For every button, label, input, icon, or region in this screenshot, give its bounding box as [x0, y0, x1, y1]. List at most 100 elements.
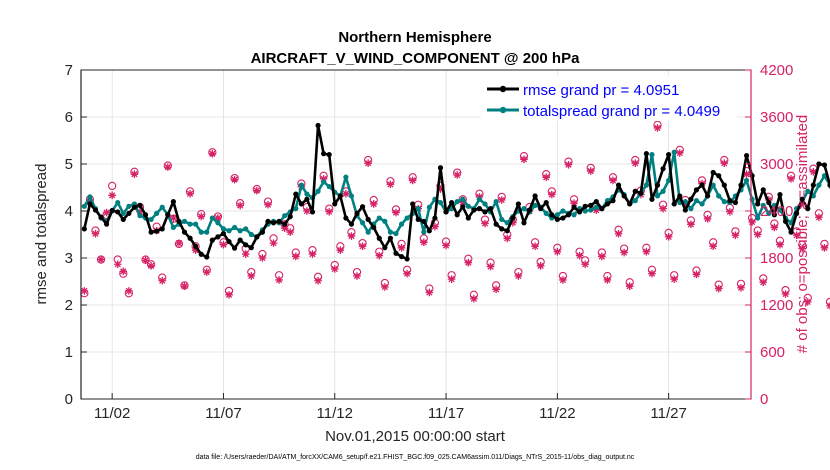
- rmse-point: [493, 221, 499, 227]
- assimilated-obs-marker: [214, 214, 222, 222]
- rmse-point: [154, 228, 160, 234]
- rmse-point: [387, 235, 394, 241]
- rmse-point: [716, 173, 722, 179]
- x-tick-label: 11/22: [539, 405, 575, 422]
- totalspread-point: [248, 231, 254, 238]
- rmse-point: [549, 212, 555, 218]
- assimilated-obs-marker: [381, 283, 389, 291]
- assimilated-obs-marker: [748, 218, 756, 226]
- assimilated-obs-marker: [308, 250, 317, 258]
- rmse-point: [365, 216, 371, 223]
- totalspread-point: [215, 220, 221, 226]
- assimilated-obs-marker: [553, 247, 562, 256]
- rmse-point: [204, 254, 210, 260]
- assimilated-obs-marker: [620, 248, 628, 257]
- totalspread-point: [404, 215, 410, 221]
- totalspread-point: [120, 210, 126, 216]
- assimilated-obs-marker: [353, 272, 361, 280]
- x-tick-label: 11/27: [650, 405, 686, 422]
- right-y-axis-label: # of obs: o=possible; ∗=assimilated: [794, 115, 811, 354]
- assimilated-obs-marker: [386, 180, 395, 189]
- totalspread-point: [682, 199, 688, 205]
- rmse-point: [543, 199, 549, 206]
- assimilated-obs-marker: [670, 275, 679, 283]
- rmse-point: [654, 182, 661, 188]
- rmse-point: [610, 198, 616, 204]
- rmse-point: [321, 151, 327, 157]
- assimilated-obs-marker: [581, 260, 589, 269]
- totalspread-point: [593, 204, 599, 210]
- rmse-point: [743, 152, 750, 159]
- totalspread-point: [365, 229, 371, 235]
- totalspread-point: [560, 208, 566, 214]
- rmse-point: [359, 204, 366, 210]
- totalspread-point: [521, 206, 527, 212]
- assimilated-obs-marker: [753, 230, 762, 239]
- rmse-point: [577, 209, 583, 215]
- rmse-point: [571, 204, 577, 210]
- totalspread-point: [115, 199, 121, 206]
- assimilated-obs-marker: [164, 163, 172, 171]
- assimilated-obs-marker: [692, 270, 701, 279]
- assimilated-obs-marker: [369, 200, 378, 208]
- assimilated-obs-marker: [542, 173, 551, 182]
- assimilated-obs-marker: [358, 242, 367, 251]
- assimilated-obs-marker: [737, 283, 745, 292]
- assimilated-obs-marker: [815, 213, 823, 222]
- rmse-point: [615, 182, 622, 188]
- totalspread-point: [816, 182, 822, 188]
- rmse-point: [87, 201, 93, 207]
- assimilated-obs-marker: [241, 250, 250, 258]
- rmse-point: [554, 216, 560, 223]
- assimilated-obs-marker: [392, 208, 400, 217]
- assimilated-obs-marker: [303, 207, 311, 215]
- rmse-point: [243, 242, 249, 248]
- assimilated-obs-marker: [453, 171, 461, 179]
- assimilated-obs-marker: [280, 224, 289, 233]
- rmse-point: [599, 206, 605, 212]
- assimilated-obs-marker: [803, 298, 812, 306]
- rmse-point: [287, 214, 293, 220]
- axis-ticks: 0 1 2 3 4 5 6 7 0 600 1200 1800 2400 3000 3600 4200 11/0…: [65, 62, 794, 422]
- rmse-point: [376, 235, 382, 241]
- assimilated-obs-marker: [759, 278, 768, 287]
- assimilated-obs-marker: [264, 200, 272, 209]
- assimilated-obs-marker: [247, 272, 256, 280]
- rmse-point: [103, 221, 110, 227]
- rmse-point: [426, 228, 432, 234]
- rmse-point: [660, 166, 666, 172]
- totalspread-point: [293, 206, 299, 212]
- right-y-tick-label: 600: [760, 344, 785, 361]
- rmse-point: [398, 253, 405, 260]
- assimilated-obs-marker: [787, 175, 795, 183]
- totalspread-point: [777, 207, 783, 213]
- totalspread-point: [805, 188, 811, 194]
- rmse-point: [231, 245, 238, 251]
- totalspread-point: [398, 221, 405, 227]
- left-y-tick-label: 7: [65, 62, 73, 79]
- assimilated-obs-marker: [436, 185, 445, 193]
- totalspread-point: [187, 221, 193, 227]
- rmse-point: [115, 209, 121, 215]
- assimilated-obs-marker: [191, 246, 200, 254]
- totalspread-point: [321, 179, 327, 185]
- rmse-point: [282, 221, 288, 227]
- totalspread-point: [437, 199, 444, 206]
- assimilated-obs-marker: [347, 232, 356, 240]
- totalspread-point: [543, 210, 549, 216]
- rmse-point: [721, 182, 727, 188]
- totalspread-point: [632, 198, 638, 204]
- assimilated-obs-marker: [230, 175, 239, 184]
- rmse-point: [799, 196, 805, 202]
- totalspread-point: [220, 226, 227, 232]
- assimilated-obs-marker: [625, 282, 634, 290]
- rmse-point: [81, 226, 87, 232]
- rmse-point: [354, 210, 360, 216]
- totalspread-point: [582, 208, 588, 214]
- chart-title: Northern Hemisphere: [338, 29, 491, 46]
- assimilated-obs-marker: [442, 241, 450, 250]
- rmse-point: [92, 207, 99, 213]
- assimilated-obs-marker: [798, 244, 806, 253]
- assimilated-obs-marker: [776, 240, 784, 249]
- left-y-tick-label: 4: [65, 203, 73, 220]
